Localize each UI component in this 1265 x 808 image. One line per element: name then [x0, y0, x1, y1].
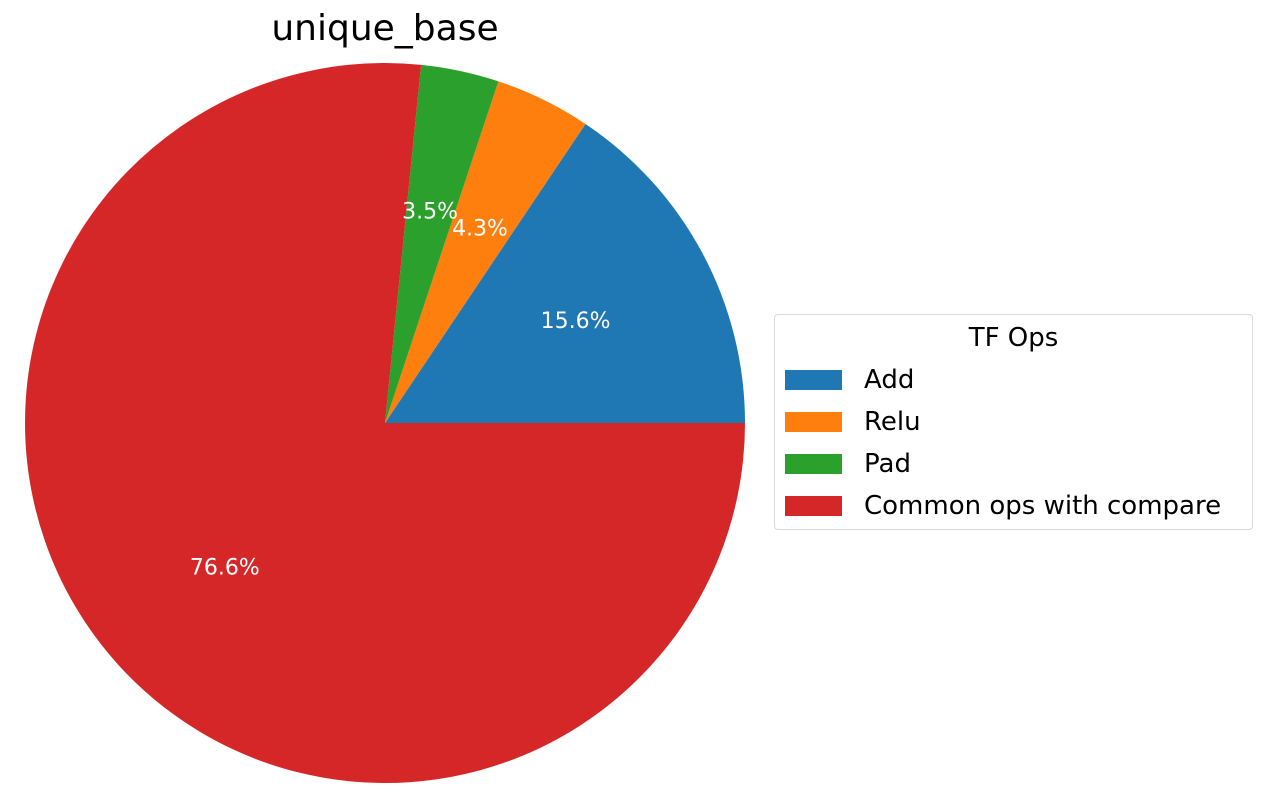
legend-item-pad: Pad	[785, 447, 911, 481]
pie-slices	[24, 63, 745, 783]
pie-slice-pad	[385, 64, 499, 424]
legend-label: Add	[864, 365, 915, 395]
pie-label-relu: 4.3%	[452, 217, 508, 242]
legend-label: Common ops with compare	[864, 491, 1222, 521]
legend: TF Ops Add Relu Pad Common ops with compare	[774, 314, 1253, 530]
legend-swatch	[785, 370, 842, 390]
pie-slice-add	[385, 123, 745, 423]
legend-item-common-ops-with-compare: Common ops with compare	[785, 489, 1221, 523]
legend-title: TF Ops	[968, 323, 1059, 353]
pie-label-pad: 3.5%	[402, 199, 458, 224]
chart-title: unique_base	[271, 8, 498, 49]
pie-label-add: 15.6%	[541, 309, 611, 334]
pie-slice-common-ops-with-compare	[24, 63, 745, 783]
legend-item-relu: Relu	[785, 405, 921, 439]
legend-item-add: Add	[785, 363, 914, 397]
legend-label: Relu	[864, 407, 921, 437]
pie-slice-relu	[385, 81, 586, 424]
legend-label: Pad	[864, 449, 911, 479]
pie-label-common-ops-with-compare: 76.6%	[190, 555, 260, 580]
legend-swatch	[785, 412, 842, 432]
legend-swatch	[785, 454, 842, 474]
pie-percent-labels: 15.6% 4.3%3.5% 76.6%	[190, 199, 611, 580]
legend-swatch	[785, 496, 842, 516]
